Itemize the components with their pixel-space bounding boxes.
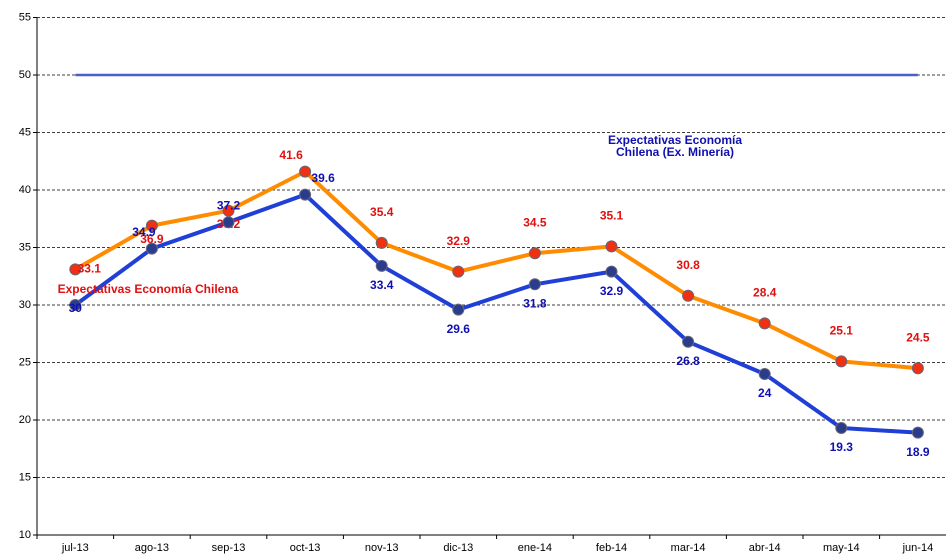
data-label: 34.5 [523,215,547,229]
data-label: 39.6 [311,171,335,185]
data-label: 26.8 [676,354,700,368]
y-tick-label: 45 [19,126,31,138]
x-tick-label: may-14 [823,542,860,554]
x-tick-label: jul-13 [61,542,89,554]
y-tick-label: 30 [19,299,31,311]
data-label: 28.4 [753,286,777,300]
data-point [835,422,848,435]
y-tick-label: 25 [19,356,31,368]
data-label: 35.4 [370,205,394,219]
x-tick-label: mar-14 [671,542,706,554]
data-label: 32.9 [447,234,471,248]
data-point [375,236,388,249]
data-point [299,165,312,178]
data-point [758,317,771,330]
data-label: 31.8 [523,296,547,310]
y-tick-label: 35 [19,241,31,253]
data-label: 32.9 [600,284,624,298]
data-label: 37.2 [217,198,241,212]
series-annotation: Expectativas Economía Chilena (Ex. Miner… [607,133,743,159]
data-point [605,240,618,253]
data-label: 35.1 [600,209,624,223]
y-tick-label: 15 [19,471,31,483]
x-tick-label: abr-14 [749,542,781,554]
data-label: 24.5 [906,330,930,344]
data-label: 18.9 [906,445,930,459]
y-tick-label: 40 [19,184,31,196]
data-label: 30 [69,301,83,315]
data-point [835,355,848,368]
data-label: 19.3 [830,440,854,454]
x-tick-label: sep-13 [212,542,246,554]
x-tick-label: feb-14 [596,542,627,554]
series-annotation: Expectativas Economía Chilena [57,282,239,296]
data-point [758,368,771,380]
data-point [911,362,924,375]
data-label: 34.9 [132,225,156,239]
data-point [452,303,465,316]
data-point [528,247,541,260]
data-point [682,289,695,302]
data-point [528,278,541,291]
data-label: 33.4 [370,278,394,292]
x-tick-label: dic-13 [443,542,473,554]
series-line [74,192,919,435]
data-label: 33.1 [78,262,102,276]
data-point [682,335,695,348]
data-label: 29.6 [447,322,471,336]
data-point [452,265,465,278]
data-label: 41.6 [279,148,303,162]
series-line [74,169,919,371]
y-tick-label: 50 [19,69,31,81]
data-label: 24 [758,386,772,400]
data-point [605,265,618,278]
data-point [911,426,924,439]
data-point [222,216,235,229]
data-point [69,299,82,311]
x-tick-label: ago-13 [135,542,169,554]
x-tick-label: ene-14 [518,542,552,554]
data-label: 36.9 [140,232,164,246]
data-point [145,219,158,232]
data-label: 25.1 [830,324,854,338]
data-point [299,188,312,201]
y-tick-label: 10 [19,529,31,541]
y-tick-label: 20 [19,414,31,426]
data-label: 30.8 [676,258,700,272]
x-tick-label: nov-13 [365,542,399,554]
data-point [69,263,82,276]
y-tick-label: 55 [19,11,31,23]
x-tick-label: jun-14 [902,542,934,554]
data-point [375,259,388,272]
x-tick-label: oct-13 [290,542,321,554]
data-point [145,242,158,255]
